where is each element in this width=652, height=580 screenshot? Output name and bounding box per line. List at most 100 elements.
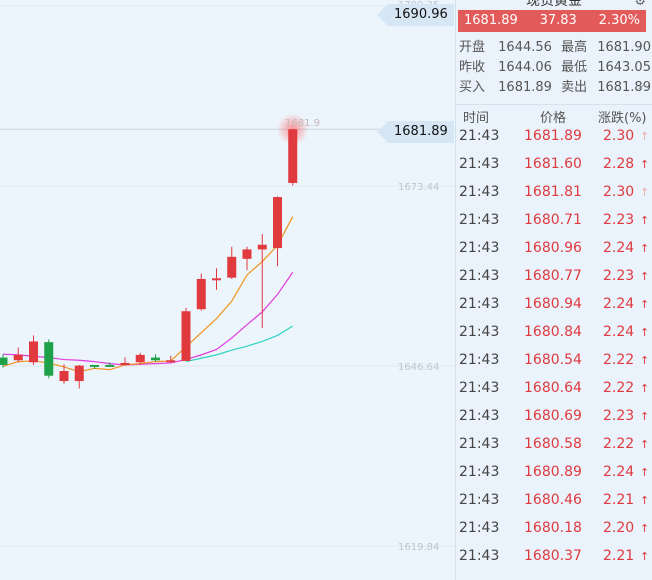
row-time: 21:43 <box>459 352 500 368</box>
header-time: 时间 <box>463 111 490 126</box>
row-price: 1680.37 <box>524 548 582 564</box>
row-change: 2.21 <box>603 492 635 508</box>
info-row-open: 开盘 1644.56 最高 1681.90 <box>459 36 651 55</box>
up-arrow-icon: ↑ <box>640 382 650 395</box>
low-value: 1643.05 <box>597 60 651 75</box>
up-arrow-icon: ↑ <box>640 466 650 479</box>
table-row[interactable]: 21:43 1680.71 2.23 ↑ <box>456 208 652 236</box>
chart-canvas <box>0 5 455 547</box>
row-time: 21:43 <box>459 464 500 480</box>
table-row[interactable]: 21:43 1680.54 2.22 ↑ <box>456 348 652 376</box>
settings-icon[interactable]: ⚙ <box>634 0 646 9</box>
trade-list: 21:43 1681.89 2.30 ↑ 21:43 1681.60 2.28 ↑ 21:43 1… <box>456 124 652 572</box>
row-change: 2.23 <box>603 268 635 284</box>
panel-title: 现货黄金 <box>526 0 582 9</box>
row-time: 21:43 <box>459 296 500 312</box>
up-arrow-icon: ↑ <box>640 326 650 339</box>
row-price: 1680.64 <box>524 380 582 396</box>
up-arrow-icon: ↑ <box>640 298 650 311</box>
row-price: 1681.60 <box>524 156 582 172</box>
row-time: 21:43 <box>459 408 500 424</box>
row-price: 1680.69 <box>524 408 582 424</box>
table-row[interactable]: 21:43 1680.84 2.24 ↑ <box>456 320 652 348</box>
table-row[interactable]: 21:43 1680.89 2.24 ↑ <box>456 460 652 488</box>
table-row[interactable]: 21:43 1681.60 2.28 ↑ <box>456 152 652 180</box>
up-arrow-icon: ↑ <box>640 214 650 227</box>
table-row[interactable]: 21:43 1680.58 2.22 ↑ <box>456 432 652 460</box>
table-row[interactable]: 21:43 1680.96 2.24 ↑ <box>456 236 652 264</box>
low-label: 最低 <box>561 60 588 75</box>
candle-up <box>196 278 206 310</box>
row-change: 2.30 <box>603 184 635 200</box>
up-arrow-icon: ↑ <box>640 550 650 563</box>
up-arrow-icon: ↑ <box>640 242 650 255</box>
row-time: 21:43 <box>459 212 500 228</box>
row-price: 1681.89 <box>524 128 582 144</box>
quote-percent: 2.30% <box>598 13 640 28</box>
row-change: 2.23 <box>603 212 635 228</box>
candlestick-chart[interactable]: 1700.25 1673.44 1646.64 1619.84 1690.96 … <box>0 0 456 580</box>
ask-value: 1681.89 <box>597 80 651 95</box>
up-arrow-icon: ↑ <box>640 270 650 283</box>
row-change: 2.20 <box>603 520 635 536</box>
up-arrow-icon: ↑ <box>640 494 650 507</box>
candle-up <box>227 256 237 278</box>
table-row[interactable]: 21:43 1680.77 2.23 ↑ <box>456 264 652 292</box>
candle-up <box>181 311 191 361</box>
current-price-tag: 1681.89 <box>377 121 454 143</box>
table-row[interactable]: 21:43 1680.18 2.20 ↑ <box>456 516 652 544</box>
up-arrow-icon: ↑ <box>640 158 650 171</box>
row-price: 1680.84 <box>524 324 582 340</box>
row-time: 21:43 <box>459 380 500 396</box>
candle-up <box>135 354 145 363</box>
row-change: 2.24 <box>603 464 635 480</box>
row-change: 2.21 <box>603 548 635 564</box>
candle-down <box>151 357 160 361</box>
table-row[interactable]: 21:43 1681.81 2.30 ↑ <box>456 180 652 208</box>
candle-down <box>105 364 115 367</box>
candle-up <box>273 197 282 249</box>
row-price: 1680.46 <box>524 492 582 508</box>
collapse-chevron-icon[interactable]: ︿ <box>637 77 650 91</box>
row-time: 21:43 <box>459 268 500 284</box>
bid-value: 1681.89 <box>498 80 552 95</box>
trade-table-header: 时间 价格 涨跌(%) <box>456 104 652 126</box>
row-price: 1680.71 <box>524 212 582 228</box>
table-row[interactable]: 21:43 1680.37 2.21 ↑ <box>456 544 652 572</box>
open-value: 1644.56 <box>498 40 552 55</box>
row-change: 2.24 <box>603 240 635 256</box>
row-time: 21:43 <box>459 240 500 256</box>
candle-up <box>13 354 23 361</box>
candle-up <box>29 341 38 363</box>
row-change: 2.22 <box>603 380 635 396</box>
table-row[interactable]: 21:43 1680.94 2.24 ↑ <box>456 292 652 320</box>
table-row[interactable]: 21:43 1680.69 2.23 ↑ <box>456 404 652 432</box>
row-change: 2.28 <box>603 156 635 172</box>
table-row[interactable]: 21:43 1680.64 2.22 ↑ <box>456 376 652 404</box>
table-row[interactable]: 21:43 1680.46 2.21 ↑ <box>456 488 652 516</box>
row-price: 1680.89 <box>524 464 582 480</box>
row-change: 2.24 <box>603 324 635 340</box>
bid-label: 买入 <box>459 80 486 95</box>
row-price: 1680.96 <box>524 240 582 256</box>
prevclose-value: 1644.06 <box>498 60 552 75</box>
peak-price-label: 1681.9 <box>285 118 320 129</box>
candle-down <box>44 342 54 376</box>
high-price-tag: 1690.96 <box>377 4 454 26</box>
row-price: 1680.54 <box>524 352 582 368</box>
quote-bar: 1681.89 37.83 2.30% <box>458 10 646 32</box>
row-price: 1680.94 <box>524 296 582 312</box>
axis-label-upper: 1673.44 <box>398 182 440 193</box>
row-price: 1680.18 <box>524 520 582 536</box>
header-change: 涨跌(%) <box>598 111 647 126</box>
candle-down <box>0 357 8 365</box>
candle-up <box>120 362 130 365</box>
table-row[interactable]: 21:43 1681.89 2.30 ↑ <box>456 124 652 152</box>
candle-up <box>74 365 84 382</box>
candle-up <box>212 278 221 281</box>
candle-up <box>288 129 298 183</box>
high-label: 最高 <box>561 40 588 55</box>
row-change: 2.23 <box>603 408 635 424</box>
ma20-line <box>185 325 294 363</box>
prevclose-label: 昨收 <box>459 60 486 75</box>
